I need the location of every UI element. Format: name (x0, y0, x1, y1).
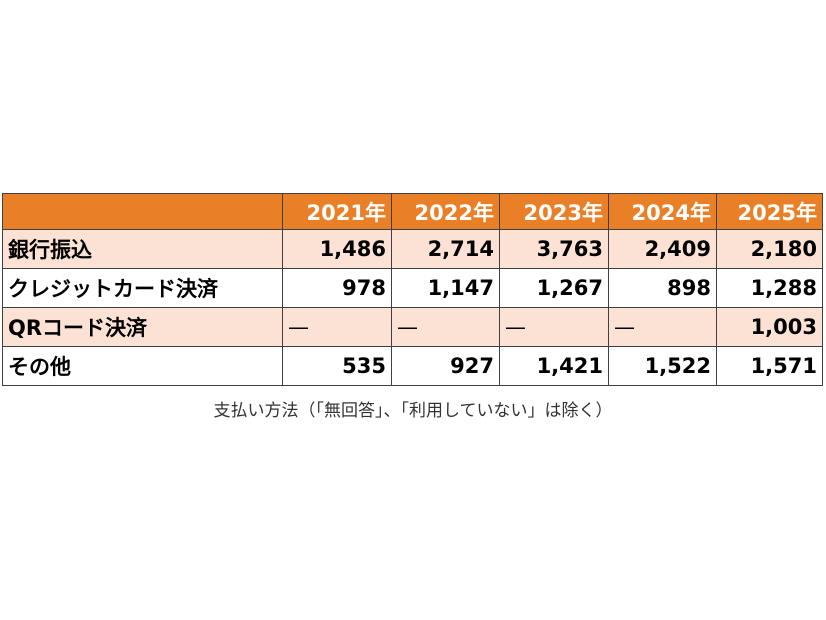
row-label: その他 (2, 346, 283, 386)
data-table: 2021年 2022年 2023年 2024年 2025年 銀行振込 1,486 2,714… (2, 193, 823, 386)
header-cell: 2021年 (282, 193, 392, 230)
table-cell: 1,003 (716, 307, 823, 347)
table-cell: 535 (282, 346, 392, 386)
header-cell: 2022年 (391, 193, 500, 230)
header-cell: 2023年 (499, 193, 609, 230)
table-cell: — (282, 307, 392, 347)
header-row: 2021年 2022年 2023年 2024年 2025年 (2, 193, 823, 230)
table-cell: 1,421 (499, 346, 609, 386)
table-cell: 1,486 (282, 229, 392, 269)
caption: 支払い方法（「無回答」、「利用していない」は除く） (213, 401, 613, 421)
table-row: 銀行振込 1,486 2,714 3,763 2,409 2,180 (2, 229, 823, 269)
header-cell: 2025年 (716, 193, 823, 230)
table-cell: 978 (282, 268, 392, 308)
table-cell: 2,409 (608, 229, 717, 269)
corner-cell (2, 193, 283, 230)
table-row: クレジットカード決済 978 1,147 1,267 898 1,288 (2, 268, 823, 308)
table-cell: — (391, 307, 500, 347)
table-row: その他 535 927 1,421 1,522 1,571 (2, 346, 823, 386)
table-cell: 898 (608, 268, 717, 308)
table-cell: 1,571 (716, 346, 823, 386)
table-body: 銀行振込 1,486 2,714 3,763 2,409 2,180 クレジットカード決済 9… (2, 229, 823, 386)
table-cell: 1,147 (391, 268, 500, 308)
table-cell: — (608, 307, 717, 347)
row-label: クレジットカード決済 (2, 268, 283, 308)
table-cell: 2,180 (716, 229, 823, 269)
table-cell: 1,267 (499, 268, 609, 308)
table-row: QRコード決済 — — — —1,003 (2, 307, 823, 347)
table-cell: 1,288 (716, 268, 823, 308)
row-label: QRコード決済 (2, 307, 283, 347)
table-cell: 927 (391, 346, 500, 386)
header-cell: 2024年 (608, 193, 717, 230)
row-label: 銀行振込 (2, 229, 283, 269)
table-cell: — (499, 307, 609, 347)
table-cell: 3,763 (499, 229, 609, 269)
table-cell: 2,714 (391, 229, 500, 269)
table-cell: 1,522 (608, 346, 717, 386)
